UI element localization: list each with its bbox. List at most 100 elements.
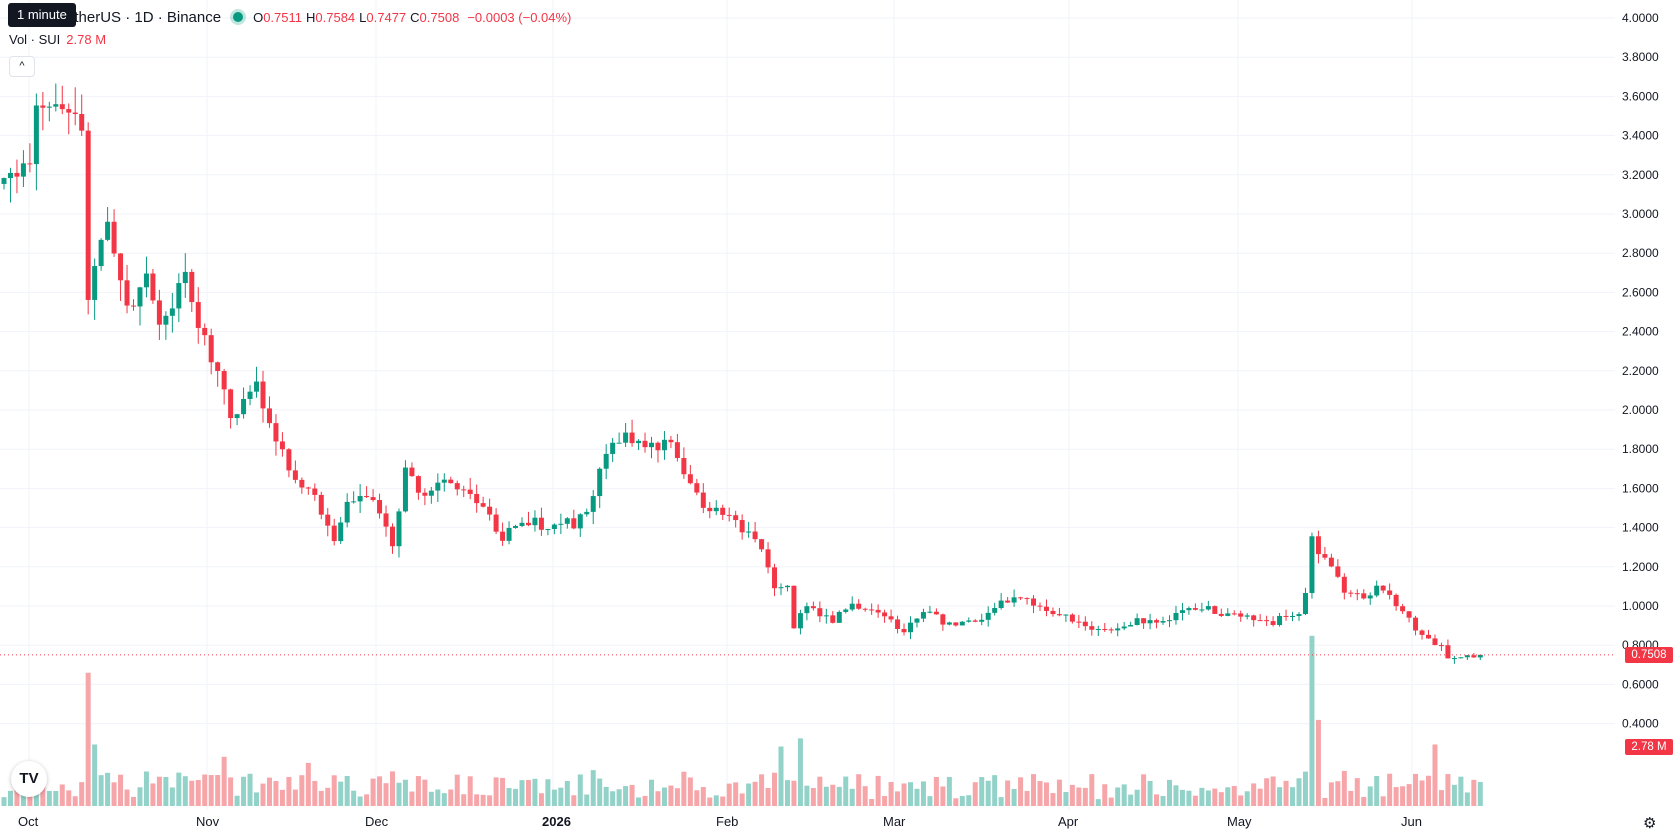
volume-bar [461,794,467,806]
candle-body [577,514,583,529]
candle-body [629,432,635,444]
volume-bar [571,795,577,806]
volume-bar [1005,780,1011,806]
candle-body [1225,613,1231,616]
candle-body [804,606,810,614]
volume-bar [1387,773,1393,806]
candle-body [422,492,428,496]
volume-bar [707,797,713,806]
volume-bar [1082,787,1088,806]
candle-body [1031,598,1037,606]
volume-bar [266,777,272,806]
volume-bar [1218,792,1224,806]
candle-body [292,470,298,480]
candle-body [1069,614,1075,622]
candle-body [402,467,408,512]
candle-body [480,503,486,507]
volume-bar [940,786,946,806]
candle-body [1005,600,1011,603]
volume-bar [1024,790,1030,806]
candle-body [1251,615,1257,621]
volume-bar [500,777,506,806]
candle-body [1154,620,1160,623]
volume-bar [759,774,765,806]
volume-bar [1283,780,1289,806]
candle-body [1464,655,1470,658]
candle-body [1432,638,1438,646]
volume-bar [1296,778,1302,806]
candle-body [823,615,829,617]
volume-bar [1341,770,1347,806]
volume-legend[interactable]: Vol · SUI 2.78 M [9,32,106,47]
volume-bar [946,776,952,806]
candle-body [1043,606,1049,611]
volume-bar [1018,777,1024,806]
volume-bar [1199,787,1205,806]
candle-body [687,474,693,484]
candle-body [914,618,920,623]
candle-body [351,501,357,503]
price-tick-label: 0.4000 [1622,717,1659,731]
candle-body [33,105,39,165]
interval-tooltip: 1 minute [8,3,76,27]
volume-bar [655,791,661,806]
price-tick-label: 3.8000 [1622,50,1659,64]
volume-bar [836,786,842,806]
candle-body [616,442,622,444]
candle-body [668,439,674,443]
volume-bar [195,780,201,806]
volume-bar [532,778,538,806]
candle-body [137,287,143,307]
candle-body [266,408,272,424]
candle-body [474,493,480,504]
volume-bar [979,777,985,806]
volume-bar [513,788,519,806]
volume-bar [765,788,771,806]
volume-bar [370,778,376,806]
candle-body [364,496,370,498]
volume-bar [260,783,266,806]
settings-icon[interactable]: ⚙ [1643,815,1657,832]
volume-bar [169,787,175,806]
last-price-tag: 0.7508 [1625,646,1673,663]
candle-body [1231,613,1237,615]
tradingview-logo[interactable]: TV [11,761,47,797]
candle-body [260,381,266,409]
candle-body [247,391,253,399]
price-tick-label: 4.0000 [1622,11,1659,25]
candle-body [111,221,117,254]
chevron-up-icon[interactable]: ^ [9,56,35,77]
candle-body [636,440,642,444]
volume-bar [14,783,20,806]
symbol-title[interactable]: etherUS · 1D · Binance [66,8,222,26]
candle-body [344,501,350,523]
price-tick-label: 1.8000 [1622,442,1659,456]
candle-body [1348,592,1354,594]
candle-body [1315,536,1321,555]
candle-body [985,612,991,620]
candle-body [14,172,20,177]
volume-bar [292,789,298,806]
volume-bar [111,782,117,806]
volume-bar [869,798,875,806]
time-tick-label: Apr [1058,814,1079,829]
volume-bar [1231,786,1237,806]
time-tick-label: Mar [883,814,906,829]
candle-body [959,621,965,626]
volume-bar [318,790,324,806]
volume-bar [221,756,227,806]
candle-body [435,482,441,491]
volume-bar [629,784,635,806]
volume-bar [519,780,525,806]
volume-bar [1069,784,1075,806]
candle-body [1264,620,1270,622]
candle-body [325,514,331,526]
candle-body [124,280,130,306]
candle-body [1134,618,1140,626]
candle-body [208,335,214,363]
volume-bar [1063,792,1069,806]
candle-body [1218,613,1224,616]
candle-body [545,528,551,530]
volume-bar [875,775,881,806]
